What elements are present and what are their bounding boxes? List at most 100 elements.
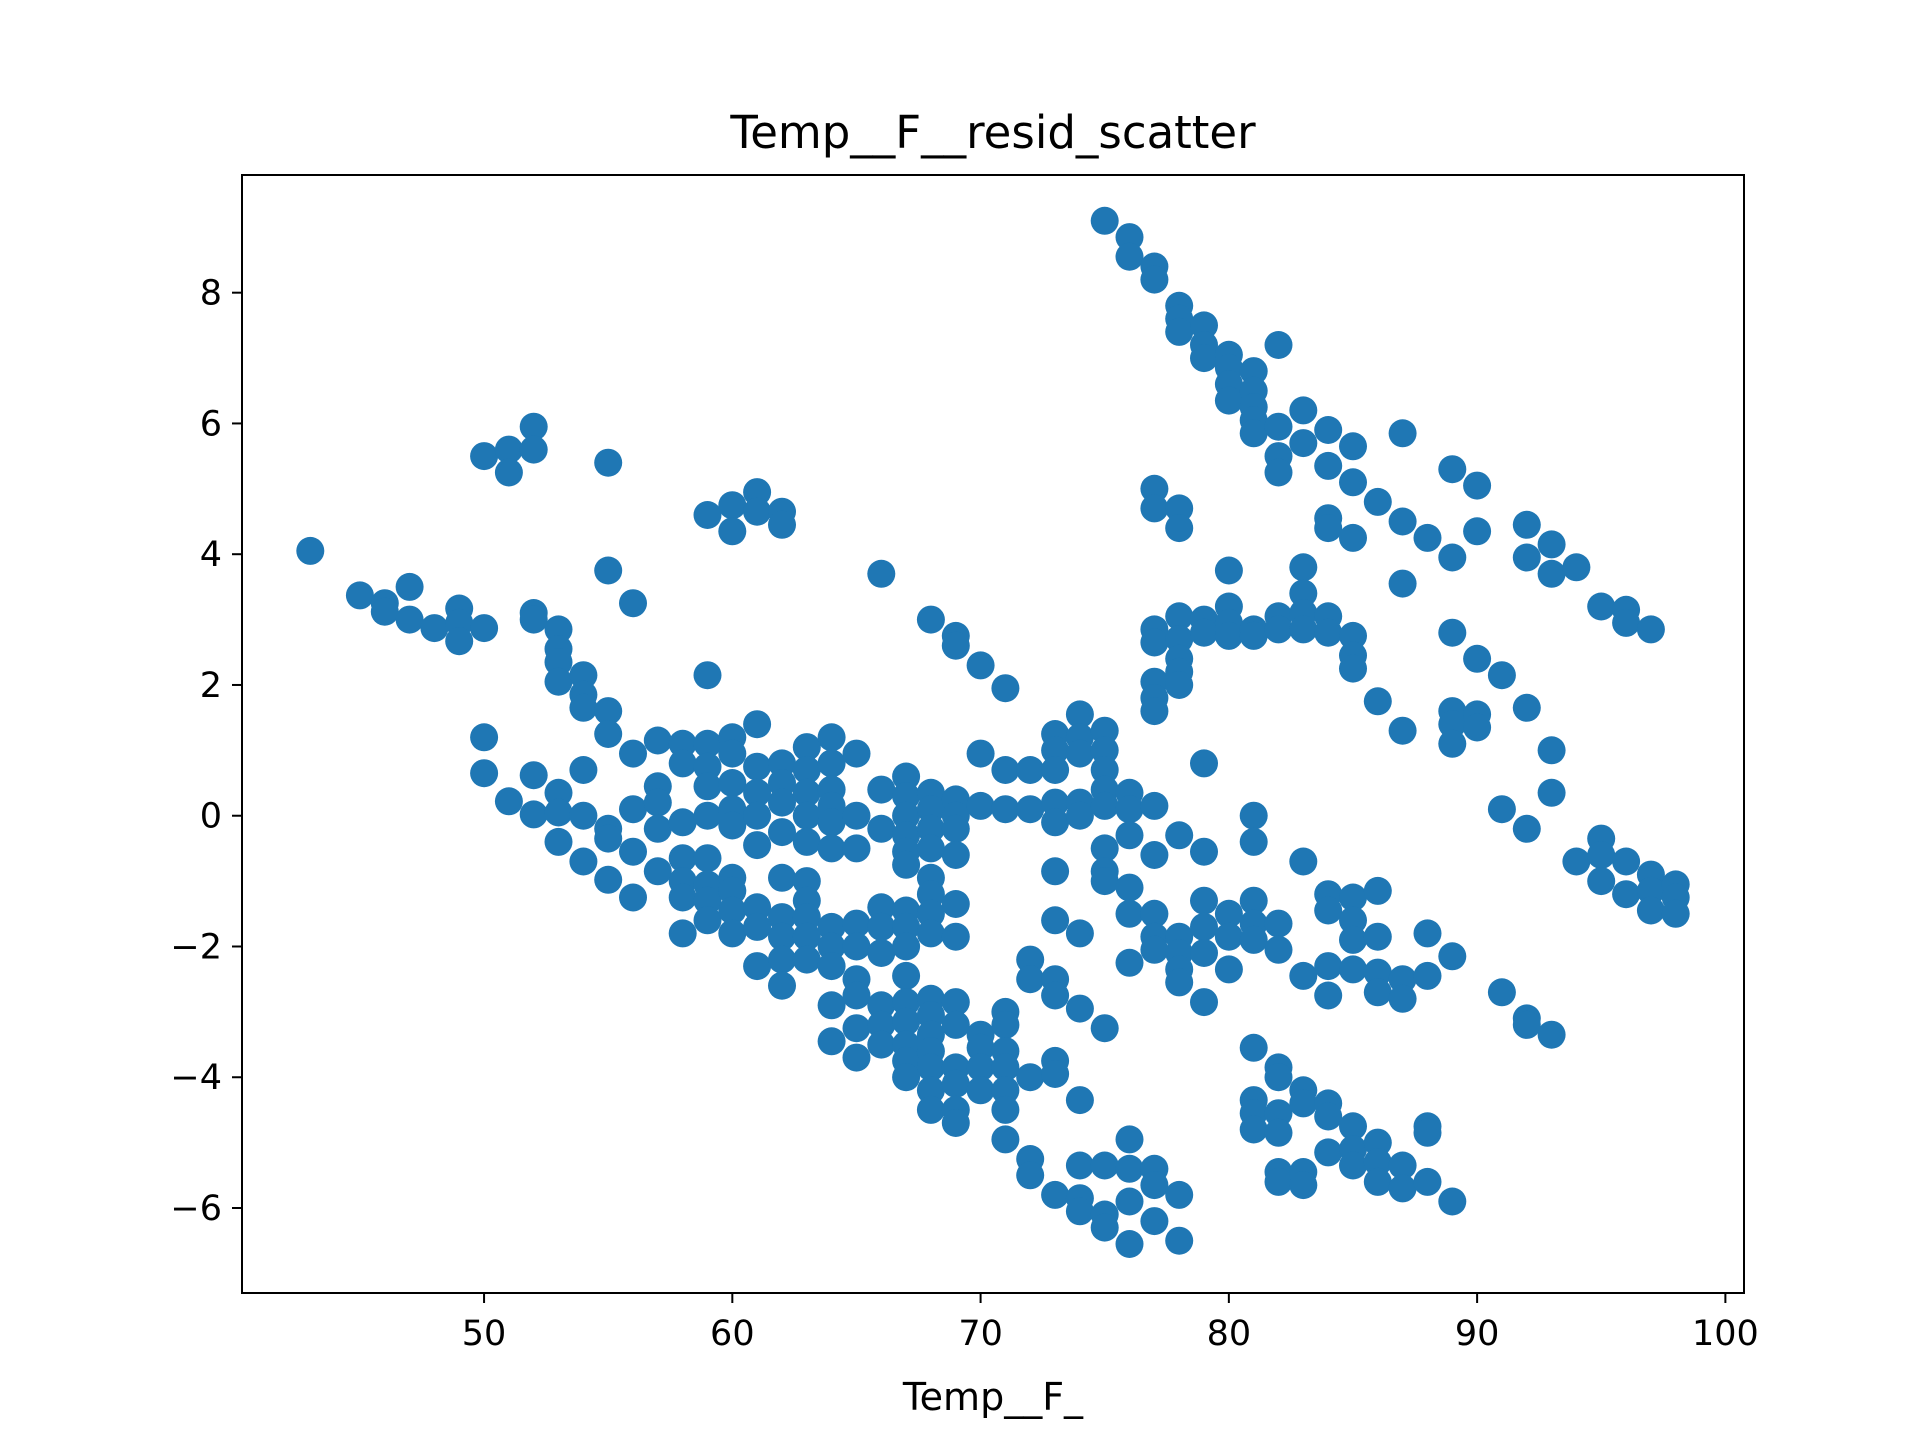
scatter-point (1165, 968, 1194, 997)
x-tick-label: 50 (462, 1314, 507, 1354)
scatter-point (991, 1076, 1020, 1105)
scatter-point (643, 788, 672, 817)
scatter-point (768, 749, 796, 778)
scatter-point (1090, 756, 1119, 784)
scatter-point (1041, 756, 1070, 784)
scatter-point (792, 733, 821, 762)
scatter-point (842, 1014, 871, 1043)
scatter-point (1537, 778, 1566, 807)
scatter-point (519, 761, 548, 790)
scatter-point (594, 556, 623, 585)
scatter-point (867, 1030, 896, 1059)
scatter-point (470, 723, 499, 752)
scatter-point (1165, 671, 1194, 699)
scatter-point (1314, 416, 1343, 444)
scatter-point (966, 651, 995, 680)
scatter-point (1463, 644, 1492, 673)
scatter-point (445, 627, 474, 656)
scatter-point (619, 795, 647, 824)
scatter-point (693, 801, 722, 830)
scatter-point (668, 919, 697, 948)
scatter-point (892, 932, 921, 961)
scatter-point (395, 605, 424, 634)
scatter-point (1115, 223, 1144, 252)
scatter-point (1065, 919, 1094, 948)
scatter-point (1487, 661, 1516, 690)
scatter-point (1388, 984, 1417, 1013)
scatter-point (718, 919, 747, 948)
scatter-point (718, 811, 747, 840)
scatter-point (1339, 621, 1367, 650)
x-tick-label: 90 (1455, 1314, 1500, 1354)
scatter-point (892, 762, 921, 791)
scatter-point (1115, 1125, 1144, 1154)
x-tick-label: 70 (958, 1314, 1003, 1354)
scatter-point (842, 739, 871, 768)
scatter-point (1264, 1167, 1293, 1196)
scatter-point (1438, 1187, 1467, 1216)
scatter-point (1115, 899, 1144, 928)
scatter-point (1041, 808, 1070, 837)
scatter-point (991, 1125, 1020, 1154)
scatter-point (1612, 608, 1641, 637)
scatter-point (1463, 713, 1492, 742)
scatter-point (1363, 922, 1392, 951)
scatter-point (1264, 412, 1293, 441)
scatter-point (718, 769, 747, 797)
scatter-point (817, 723, 846, 752)
scatter-point (1388, 569, 1417, 598)
scatter-point (892, 912, 921, 941)
scatter-point (693, 752, 722, 781)
scatter-point (1339, 955, 1367, 984)
scatter-point (817, 912, 846, 941)
scatter-point (792, 801, 821, 830)
scatter-point (916, 795, 945, 824)
scatter-point (594, 865, 623, 894)
x-axis-label: Temp__F_ (902, 1375, 1084, 1419)
scatter-point (1090, 1213, 1119, 1242)
y-tick-label: −4 (170, 1058, 222, 1098)
scatter-point (916, 919, 945, 948)
scatter-point (1239, 886, 1268, 915)
scatter-point (1041, 981, 1070, 1010)
scatter-point (1140, 697, 1169, 726)
scatter-point (345, 581, 374, 610)
scatter-point (1214, 556, 1243, 585)
scatter-point (792, 867, 821, 896)
scatter-point (1314, 1102, 1343, 1131)
scatter-point (470, 759, 499, 788)
scatter-point (1239, 1033, 1268, 1062)
scatter-point (594, 448, 623, 477)
scatter-point (1314, 618, 1343, 647)
scatter-point (1264, 935, 1293, 964)
scatter-point (892, 1063, 921, 1092)
scatter-point (569, 801, 598, 830)
scatter-point (743, 831, 772, 860)
scatter-point (1388, 716, 1417, 745)
scatter-point (1214, 922, 1243, 951)
scatter-point (619, 883, 647, 912)
scatter-point (693, 772, 722, 801)
scatter-point (1438, 455, 1467, 484)
scatter-point (1065, 1197, 1094, 1226)
scatter-point (668, 808, 697, 837)
scatter-point (1090, 1014, 1119, 1043)
scatter-point (1016, 1063, 1045, 1092)
scatter-point (1115, 1154, 1144, 1183)
scatter-point (519, 605, 548, 634)
scatter-point (991, 1095, 1020, 1124)
scatter-point (544, 827, 573, 856)
scatter-point (1339, 654, 1367, 683)
scatter-point (1239, 1115, 1268, 1144)
scatter-point (991, 795, 1020, 824)
scatter-point (1041, 906, 1070, 935)
scatter-point (941, 922, 970, 951)
x-tick-label: 60 (710, 1314, 755, 1354)
scatter-point (1264, 1063, 1293, 1092)
scatter-point (1115, 795, 1144, 824)
scatter-point (594, 697, 623, 726)
scatter-point (1239, 925, 1268, 954)
scatter-point (1264, 615, 1293, 644)
scatter-point (569, 693, 598, 722)
scatter-point (1314, 514, 1343, 543)
